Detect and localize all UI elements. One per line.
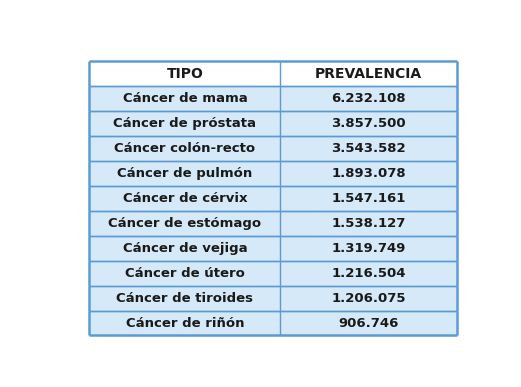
Text: Cáncer de útero: Cáncer de útero [125, 267, 245, 280]
Text: Cáncer de próstata: Cáncer de próstata [114, 117, 256, 130]
Text: PREVALENCIA: PREVALENCIA [315, 67, 422, 81]
Bar [90, 261, 457, 286]
Bar [90, 161, 457, 186]
Text: Cáncer de riñón: Cáncer de riñón [126, 317, 244, 329]
Bar [90, 61, 457, 86]
Text: 1.547.161: 1.547.161 [331, 192, 406, 205]
Text: 1.216.504: 1.216.504 [331, 267, 406, 280]
Text: 3.543.582: 3.543.582 [331, 142, 406, 155]
Text: Cáncer colón-recto: Cáncer colón-recto [114, 142, 255, 155]
Bar [90, 310, 457, 336]
Text: Cáncer de pulmón: Cáncer de pulmón [117, 167, 253, 180]
Text: 1.206.075: 1.206.075 [331, 292, 406, 305]
Text: Cáncer de mama: Cáncer de mama [122, 92, 247, 105]
Bar [90, 86, 457, 111]
Text: 3.857.500: 3.857.500 [331, 117, 406, 130]
Text: TIPO: TIPO [166, 67, 203, 81]
Text: 6.232.108: 6.232.108 [331, 92, 406, 105]
Text: Cáncer de tiroides: Cáncer de tiroides [116, 292, 253, 305]
Text: 906.746: 906.746 [339, 317, 399, 329]
Text: Cáncer de cérvix: Cáncer de cérvix [122, 192, 247, 205]
Text: 1.538.127: 1.538.127 [331, 217, 406, 230]
Text: Cáncer de estómago: Cáncer de estómago [108, 217, 262, 230]
Bar [90, 136, 457, 161]
Text: 1.893.078: 1.893.078 [331, 167, 406, 180]
Bar [90, 286, 457, 310]
Bar [90, 186, 457, 211]
Bar [90, 236, 457, 261]
Text: 1.319.749: 1.319.749 [331, 242, 406, 255]
Bar [90, 211, 457, 236]
Bar [90, 111, 457, 136]
Text: Cáncer de vejiga: Cáncer de vejiga [122, 242, 247, 255]
